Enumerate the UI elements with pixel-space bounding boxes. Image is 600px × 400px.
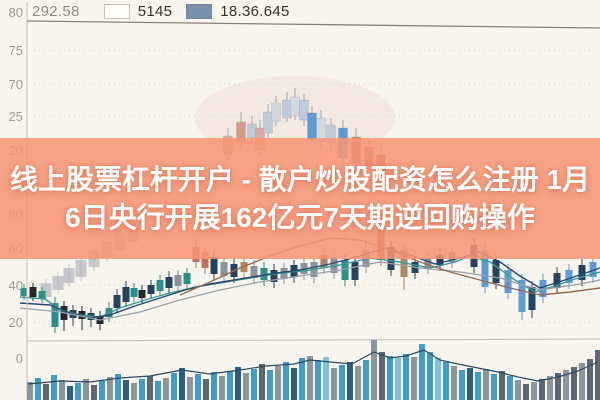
svg-text:40: 40 [9,278,23,293]
legend-value-2: 5145 [137,2,173,20]
headline-line-1: 线上股票杠杆开户 - 散户炒股配资怎么注册 1月 [9,163,591,195]
svg-text:80: 80 [9,5,23,20]
svg-text:25: 25 [9,109,23,124]
headline-banner: 线上股票杠杆开户 - 散户炒股配资怎么注册 1月 6日央行开展162亿元7天期逆… [0,138,600,259]
legend-value-1: 292.58 [32,2,80,20]
chart-legend: 292.58 5145 18.36.645 [32,1,290,21]
svg-text:75: 75 [9,43,23,58]
legend-value-3: 18.36.645 [220,2,290,20]
legend-swatch-close [186,3,213,19]
svg-text:0: 0 [16,351,23,366]
headline-line-2: 6日央行开展162亿元7天期逆回购操作 [65,201,535,233]
legend-swatch-open [103,3,130,19]
svg-text:70: 70 [9,77,23,92]
svg-text:20: 20 [9,315,23,330]
